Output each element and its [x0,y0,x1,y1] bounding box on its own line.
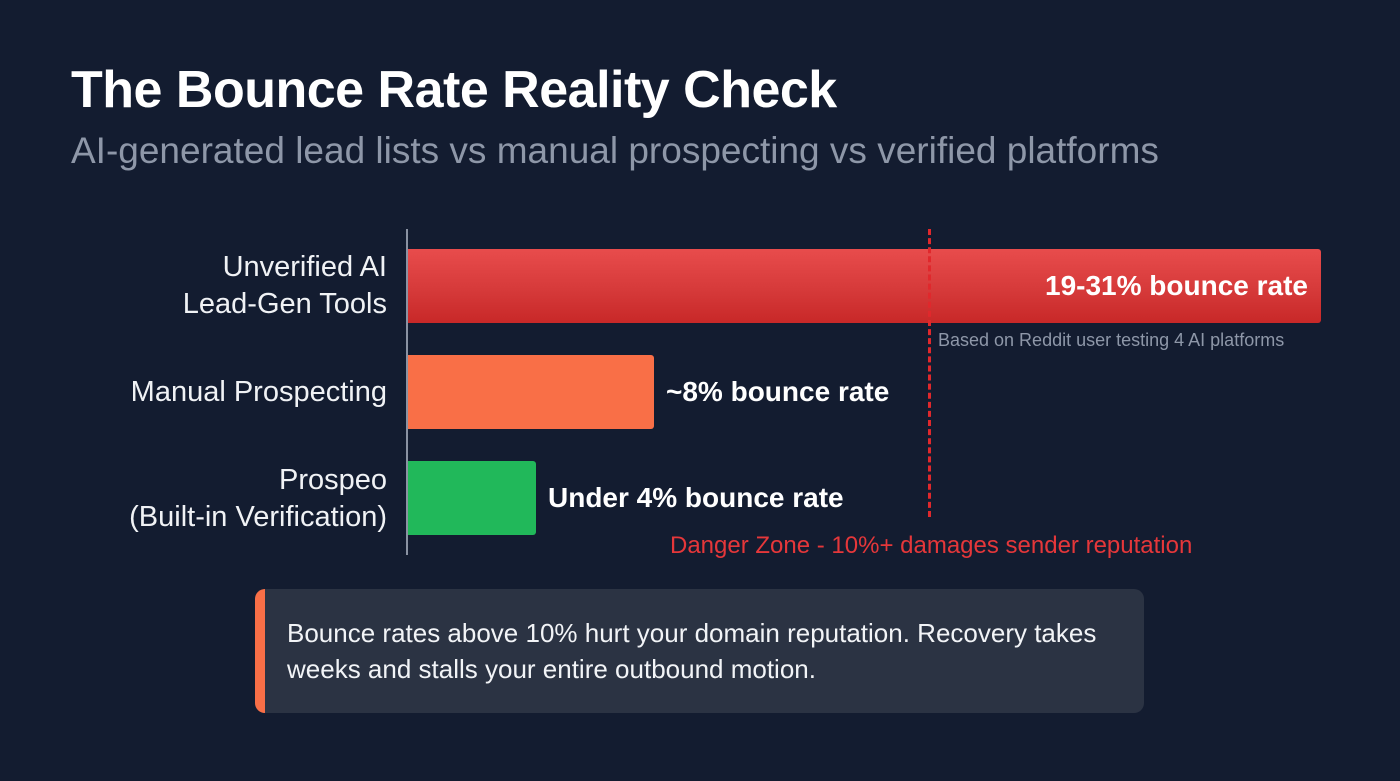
value-label-prospeo: Under 4% bounce rate [548,482,844,513]
page-subtitle: AI-generated lead lists vs manual prospe… [71,130,1159,171]
bar-prospeo [408,461,536,535]
callout-box: Bounce rates above 10% hurt your domain … [255,589,1144,713]
bar-manual-prospecting [408,355,654,429]
danger-zone-label: Danger Zone - 10%+ damages sender reputa… [670,532,1193,559]
category-label-line: Lead-Gen Tools [182,288,387,320]
source-note: Based on Reddit user testing 4 AI platfo… [938,330,1285,350]
danger-threshold-line [928,229,931,517]
bar-unverified-ai [408,249,1321,323]
page-title: The Bounce Rate Reality Check [71,61,837,119]
category-label-line: Prospeo [278,464,387,496]
y-axis-line [406,229,408,555]
callout-text: Bounce rates above 10% hurt your domain … [287,618,1097,684]
category-label-line: (Built-in Verification) [129,501,387,533]
category-label-line: Manual Prospecting [130,376,387,408]
category-label-manual: Manual Prospecting [131,374,387,411]
value-label-manual: ~8% bounce rate [666,376,890,407]
category-label-prospeo: Prospeo (Built-in Verification) [129,462,387,536]
value-label-unverified-ai: 19-31% bounce rate [1045,270,1308,301]
category-label-unverified-ai: Unverified AI Lead-Gen Tools [183,249,387,323]
callout-accent-bar [255,589,265,713]
category-label-line: Unverified AI [222,251,387,283]
